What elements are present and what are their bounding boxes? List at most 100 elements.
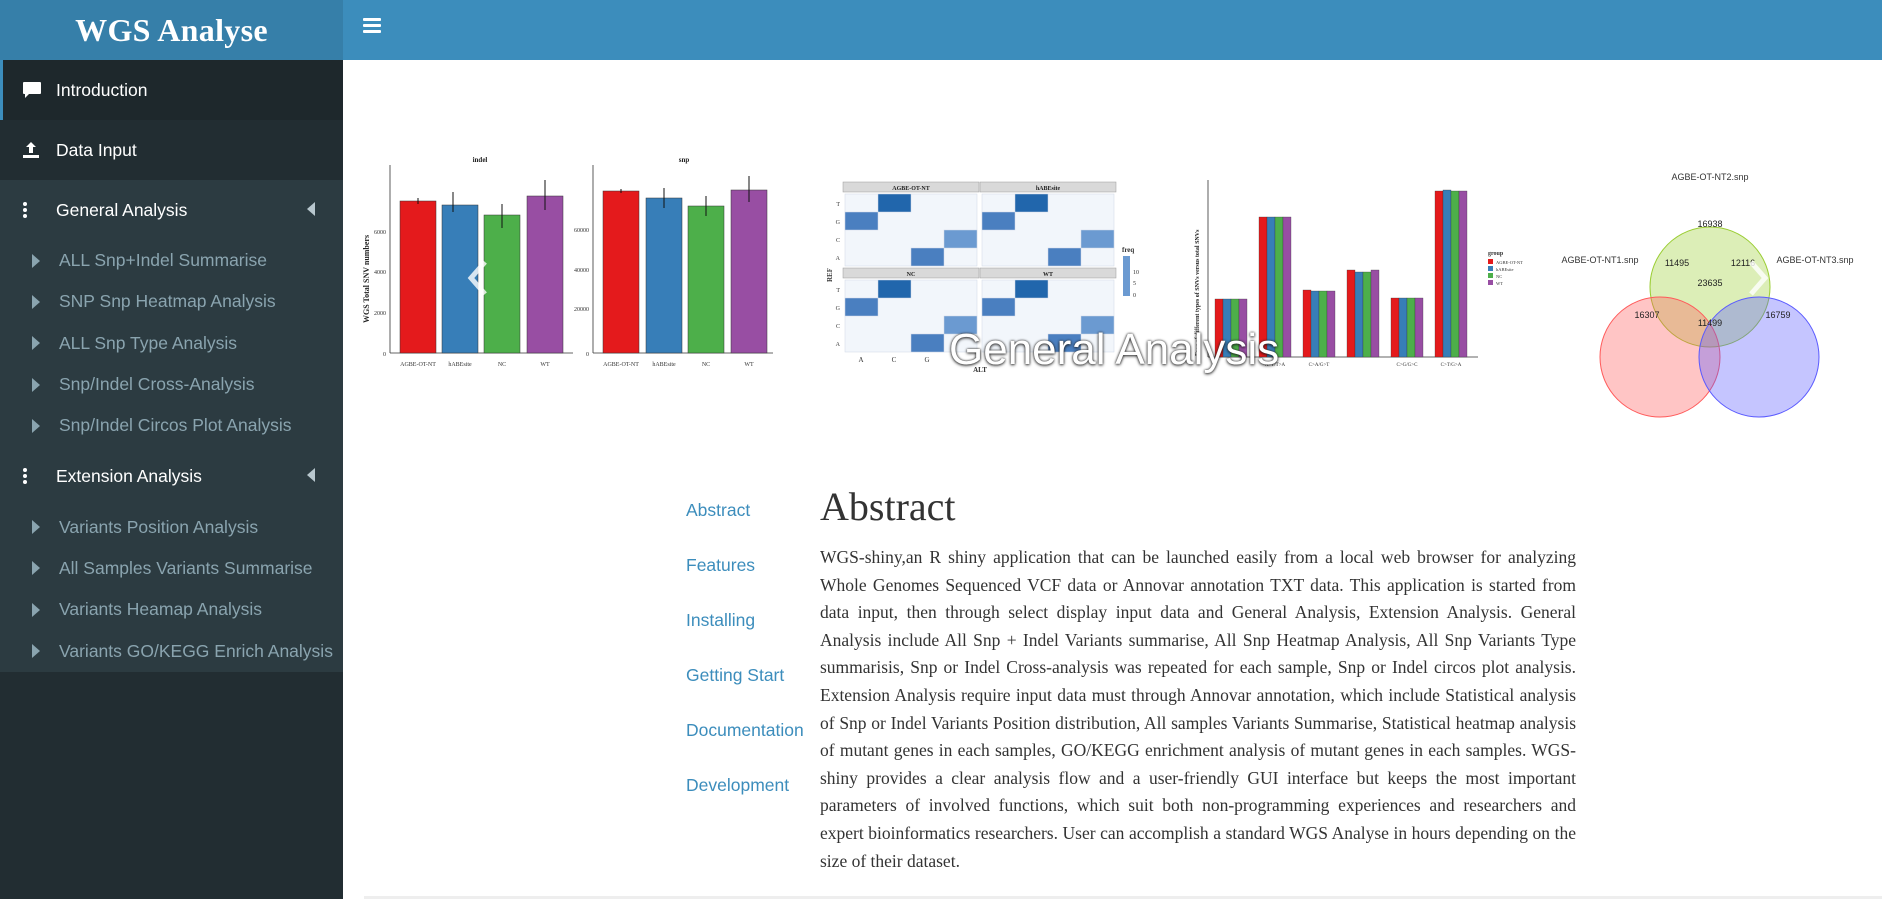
- y-tick-label: 0: [586, 352, 589, 358]
- comment-icon: [22, 80, 56, 100]
- row-label: A: [836, 256, 841, 262]
- toc-link-installing[interactable]: Installing: [686, 610, 756, 630]
- row-label: T: [836, 288, 840, 294]
- row-label: C: [836, 238, 840, 244]
- carousel-caption: General Analysis: [949, 325, 1280, 374]
- sidebar-subitem-cross-analysis[interactable]: Snp/Indel Cross-Analysis: [0, 364, 343, 405]
- legend-tick: 0: [1133, 293, 1136, 299]
- sidebar-subitem-variants-position[interactable]: Variants Position Analysis: [0, 506, 343, 547]
- carousel-prev-button[interactable]: [463, 258, 493, 298]
- legend-title: group: [1488, 251, 1504, 257]
- col-label: A: [858, 356, 863, 364]
- sidebar-subitem-label: Variants Position Analysis: [59, 516, 259, 537]
- caret-right-icon: [32, 377, 40, 392]
- carousel-next-button[interactable]: [1743, 258, 1773, 298]
- venn-value: 16759: [1765, 310, 1790, 320]
- y-tick-label: 60000: [574, 228, 589, 234]
- venn-value: 16938: [1697, 219, 1722, 229]
- sidebar-subitem-samples-summarise[interactable]: All Samples Variants Summarise: [0, 548, 343, 589]
- row-label: G: [836, 306, 841, 312]
- legend-entry: AGBE-OT-NT: [1496, 260, 1523, 265]
- legend-entry: NC: [1496, 274, 1502, 279]
- x-tick-label: hABEsite: [448, 362, 472, 368]
- row-label: T: [836, 202, 840, 208]
- toc-link-development[interactable]: Development: [686, 775, 790, 795]
- panel-title: snp: [679, 156, 690, 164]
- sidebar-subitem-snp-type[interactable]: ALL Snp Type Analysis: [0, 323, 343, 364]
- row-label: A: [836, 342, 841, 348]
- panel-title: indel: [473, 156, 488, 164]
- y-tick-label: 2000: [374, 311, 386, 317]
- submenu-general-analysis: ALL Snp+Indel Summarise SNP Snp Heatmap …: [0, 240, 343, 447]
- sidebar-item-general-analysis[interactable]: General Analysis: [0, 180, 343, 240]
- sidebar-item-introduction[interactable]: Introduction: [0, 60, 343, 120]
- sidebar-item-label: General Analysis: [56, 199, 188, 220]
- caret-right-icon: [32, 294, 40, 309]
- sidebar-item-label: Extension Analysis: [56, 465, 202, 486]
- chevron-right-icon: [1749, 260, 1769, 296]
- caret-right-icon: [32, 561, 40, 576]
- col-label: G: [924, 356, 929, 364]
- x-tick-label: NC: [702, 362, 710, 368]
- sidebar-subitem-snp-heatmap[interactable]: SNP Snp Heatmap Analysis: [0, 281, 343, 322]
- section-heading: Abstract: [820, 484, 956, 529]
- sidebar-subitem-variants-heatmap[interactable]: Variants Heamap Analysis: [0, 589, 343, 630]
- chevron-left-icon: [467, 260, 487, 296]
- venn-diagram-panel: AGBE-OT-NT2.snp AGBE-OT-NT1.snp AGBE-OT-…: [1561, 172, 1854, 418]
- caret-right-icon: [32, 520, 40, 535]
- legend-entry: WT: [1496, 281, 1503, 286]
- submenu-extension-analysis: Variants Position Analysis All Samples V…: [0, 506, 343, 672]
- y-tick-label: 6000: [374, 230, 386, 236]
- toc-link-features[interactable]: Features: [686, 555, 756, 575]
- y-tick-label: 20000: [574, 307, 589, 313]
- upload-icon: [22, 140, 56, 160]
- sidebar-subitem-label: Variants Heamap Analysis: [59, 599, 262, 620]
- hamburger-icon[interactable]: [363, 18, 381, 34]
- x-tick-label: AGBE-OT-NT: [400, 362, 436, 368]
- sidebar-item-data-input[interactable]: Data Input: [0, 120, 343, 180]
- sidebar-subitem-label: Snp/Indel Cross-Analysis: [59, 374, 255, 395]
- caret-right-icon: [32, 644, 40, 659]
- sidebar: Introduction Data Input General Analysis…: [0, 60, 343, 899]
- caret-right-icon: [32, 602, 40, 617]
- y-axis-label: Freq of different types of SNVs versus t…: [1195, 229, 1201, 356]
- sidebar-subitem-circos-plot[interactable]: Snp/Indel Circos Plot Analysis: [0, 405, 343, 446]
- heatmap-panel: AGBE-OT-NT hABEsite NC WT: [826, 181, 1139, 374]
- axis-label: ALT: [973, 366, 987, 374]
- caret-right-icon: [32, 418, 40, 433]
- venn-value: 11499: [1698, 318, 1722, 328]
- axis-label: REF: [826, 268, 834, 282]
- row-label: G: [836, 220, 841, 226]
- table-of-contents: Abstract Features Installing Getting Sta…: [686, 500, 816, 830]
- sidebar-subitem-go-kegg[interactable]: Variants GO/KEGG Enrich Analysis: [0, 630, 343, 671]
- sidebar-item-label: Data Input: [56, 139, 137, 160]
- x-tick-label: C>A/G>T: [1309, 363, 1330, 368]
- caret-right-icon: [32, 336, 40, 351]
- x-tick-label: AGBE-OT-NT: [603, 362, 639, 368]
- sidebar-subitem-snp-indel-summarise[interactable]: ALL Snp+Indel Summarise: [0, 240, 343, 281]
- carousel-slide-image: indel snp WGS Total SNV numbers 0 2000 4…: [362, 156, 1854, 418]
- sidebar-subitem-label: SNP Snp Heatmap Analysis: [59, 291, 276, 312]
- chevron-left-icon: [307, 468, 315, 483]
- set-label: AGBE-OT-NT2.snp: [1671, 172, 1748, 182]
- set-label: AGBE-OT-NT1.snp: [1561, 255, 1638, 265]
- toc-link-getting-start[interactable]: Getting Start: [686, 665, 785, 685]
- venn-value: 12116: [1731, 258, 1755, 268]
- x-tick-label: WT: [744, 362, 754, 368]
- panel-title: hABEsite: [1036, 186, 1061, 192]
- top-navbar: [343, 0, 1882, 60]
- legend-entry: hABEsite: [1496, 267, 1514, 272]
- toc-link-documentation[interactable]: Documentation: [686, 720, 804, 740]
- legend-tick: 10: [1133, 270, 1139, 276]
- toc-link-abstract[interactable]: Abstract: [686, 500, 751, 520]
- abstract-body: WGS-shiny,an R shiny application that ca…: [820, 547, 1576, 871]
- app-logo[interactable]: WGS Analyse: [0, 0, 343, 60]
- sidebar-subitem-label: All Samples Variants Summarise: [59, 557, 313, 578]
- sidebar-item-label: Introduction: [56, 79, 148, 100]
- chevron-left-icon: [307, 202, 315, 216]
- sidebar-subitem-label: ALL Snp Type Analysis: [59, 332, 238, 353]
- divider: [364, 896, 1882, 899]
- x-tick-label: A>T/T>A: [1265, 363, 1286, 368]
- sidebar-item-extension-analysis[interactable]: Extension Analysis: [0, 446, 343, 507]
- bar-chart-panel: indel snp WGS Total SNV numbers 0 2000 4…: [362, 156, 773, 368]
